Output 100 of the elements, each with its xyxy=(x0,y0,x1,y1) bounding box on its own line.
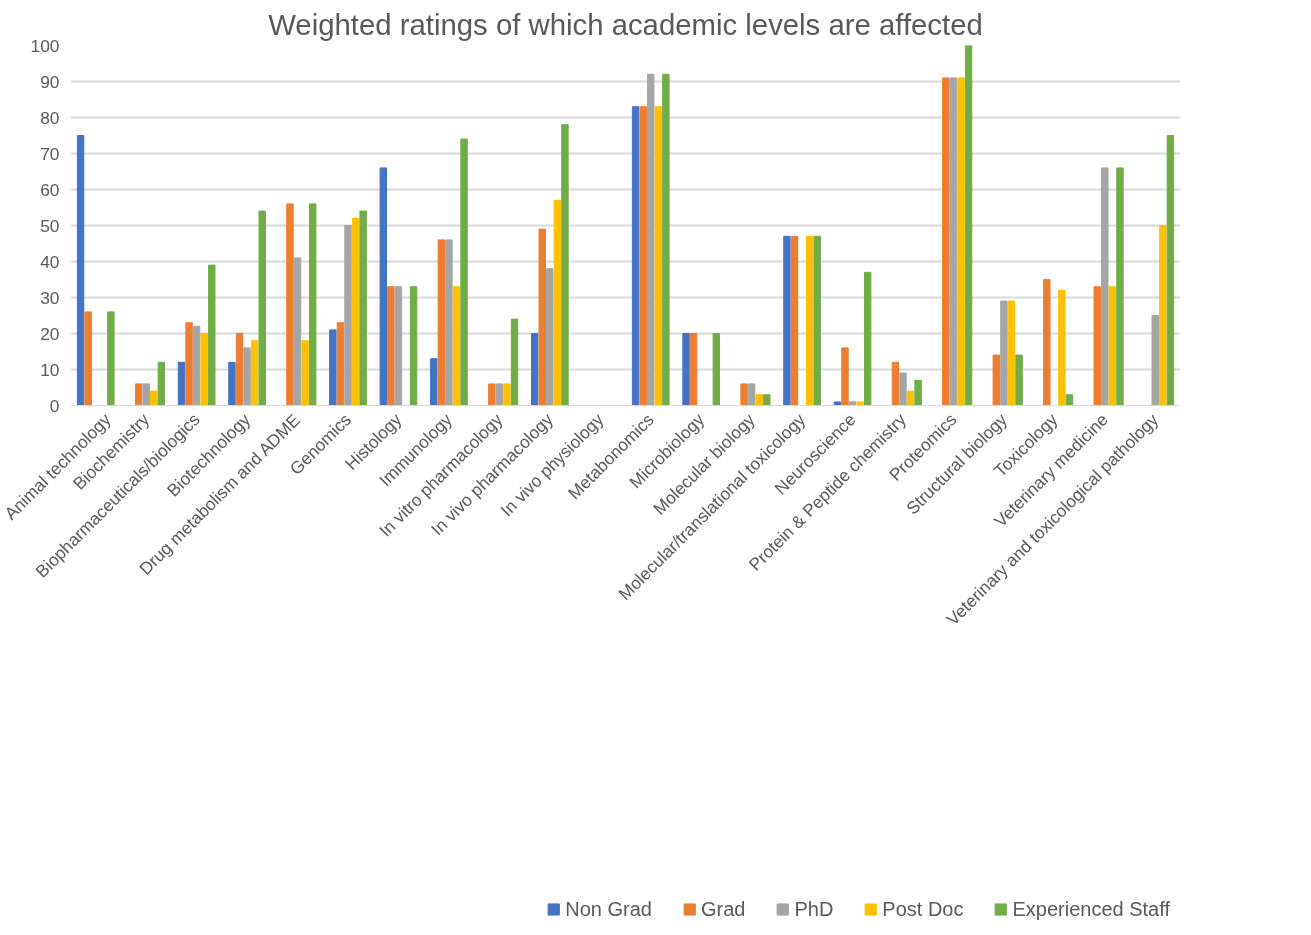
bar xyxy=(228,361,236,406)
chart-title: Weighted ratings of which academic levels are affected xyxy=(268,7,983,41)
bar xyxy=(740,383,748,406)
y-tick-label: 90 xyxy=(40,71,60,92)
bar xyxy=(394,286,403,406)
bar xyxy=(1043,279,1051,406)
y-tick-label: 100 xyxy=(30,35,60,56)
bar xyxy=(841,347,849,406)
bar xyxy=(157,361,166,406)
bar xyxy=(379,167,388,406)
bar xyxy=(308,203,317,406)
y-tick-label: 60 xyxy=(40,179,60,200)
bar xyxy=(561,124,569,406)
bar xyxy=(813,235,821,406)
bar xyxy=(689,333,698,406)
y-tick-label: 40 xyxy=(40,251,60,272)
bar xyxy=(495,383,504,406)
bar xyxy=(409,286,418,406)
bar xyxy=(76,135,85,406)
bar xyxy=(1116,167,1124,406)
bar xyxy=(192,325,201,406)
bar xyxy=(84,311,92,406)
bar xyxy=(964,45,973,406)
bar xyxy=(654,106,663,406)
y-tick-label: 80 xyxy=(40,107,60,128)
bar xyxy=(906,390,915,406)
bar xyxy=(150,390,158,406)
bar xyxy=(546,268,554,406)
bar xyxy=(755,394,763,406)
bar xyxy=(1108,286,1117,406)
bar xyxy=(553,199,562,406)
bar xyxy=(301,340,309,406)
bar xyxy=(445,239,453,406)
y-tick-label: 20 xyxy=(40,323,60,344)
bar xyxy=(293,257,302,406)
bar xyxy=(530,333,539,406)
legend-label: Experienced Staff xyxy=(1012,897,1170,921)
y-tick-label: 70 xyxy=(40,143,60,164)
legend-label: Post Doc xyxy=(882,897,964,921)
y-tick-label: 10 xyxy=(40,359,60,380)
bar xyxy=(1101,167,1109,406)
bar xyxy=(712,333,721,406)
bar xyxy=(510,318,519,406)
bar xyxy=(833,401,842,406)
bar xyxy=(329,329,337,406)
bar xyxy=(639,106,647,406)
bar xyxy=(942,77,950,406)
bar xyxy=(286,203,294,406)
bar xyxy=(1058,289,1066,406)
bar xyxy=(185,322,193,406)
bar xyxy=(208,264,216,406)
bar xyxy=(763,394,771,406)
bar xyxy=(1015,354,1023,406)
bar xyxy=(107,311,115,406)
bar xyxy=(747,383,756,406)
bar xyxy=(359,210,367,406)
bar xyxy=(805,235,814,406)
bar xyxy=(235,333,244,406)
bar xyxy=(250,340,259,406)
bar xyxy=(1000,300,1008,406)
bar xyxy=(863,271,872,406)
bar xyxy=(351,217,360,406)
bar xyxy=(856,401,864,406)
bar xyxy=(177,361,186,406)
legend-label: Non Grad xyxy=(565,897,652,921)
bar xyxy=(142,383,150,406)
bar xyxy=(682,333,690,406)
bar xyxy=(783,235,791,406)
bar xyxy=(452,286,461,406)
bar xyxy=(134,383,143,406)
y-tick-label: 30 xyxy=(40,287,60,308)
bar xyxy=(957,77,965,406)
bar xyxy=(1093,286,1101,406)
bar xyxy=(899,372,907,406)
bar xyxy=(460,138,468,406)
bar xyxy=(631,106,640,406)
bar xyxy=(647,73,655,406)
bar xyxy=(1151,315,1159,406)
bar xyxy=(503,383,511,406)
bar xyxy=(662,73,670,406)
bar xyxy=(1007,300,1016,406)
bar xyxy=(992,354,1001,406)
bar xyxy=(1065,394,1074,406)
bar xyxy=(848,401,857,406)
legend-label: PhD xyxy=(794,897,834,921)
legend-label: Grad xyxy=(700,897,746,921)
bar xyxy=(243,347,251,406)
bar xyxy=(914,379,922,406)
bar xyxy=(1159,225,1167,406)
bar xyxy=(336,322,345,406)
bar xyxy=(200,333,208,406)
bar xyxy=(387,286,395,406)
bar xyxy=(891,361,900,406)
bar xyxy=(258,210,266,406)
bar xyxy=(538,228,546,406)
y-tick-label: 0 xyxy=(49,395,60,416)
bar xyxy=(488,383,496,406)
bar xyxy=(437,239,446,406)
bar xyxy=(430,358,438,406)
bar xyxy=(949,77,958,406)
